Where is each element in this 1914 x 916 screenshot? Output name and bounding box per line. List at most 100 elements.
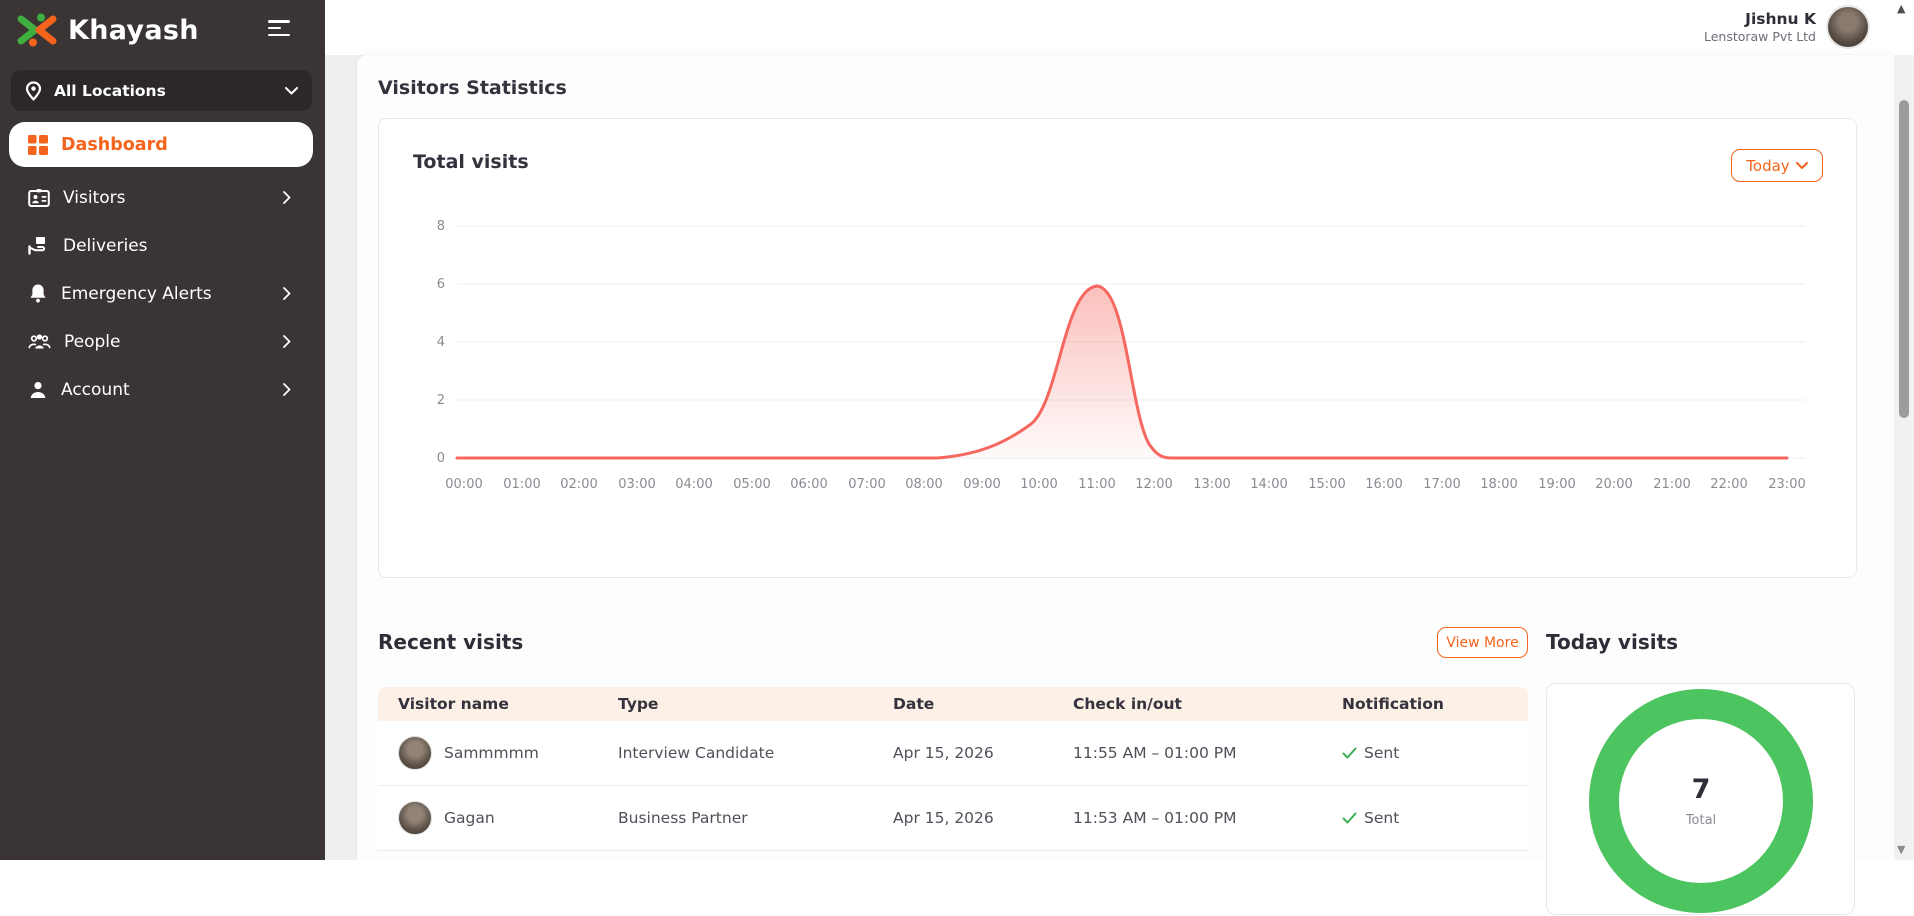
recent-visits-table: Visitor name Type Date Check in/out Noti… — [378, 687, 1528, 851]
visitor-name: Sammmmm — [444, 744, 539, 762]
svg-text:11:00: 11:00 — [1078, 477, 1115, 492]
today-visits-donut-chart: 7 Total — [1586, 686, 1816, 916]
svg-text:13:00: 13:00 — [1193, 477, 1230, 492]
column-header: Visitor name — [398, 695, 509, 713]
sidebar-item-label: Account — [61, 379, 130, 400]
chevron-down-icon — [285, 86, 298, 95]
avatar — [398, 801, 432, 835]
svg-text:07:00: 07:00 — [848, 477, 885, 492]
svg-text:8: 8 — [437, 219, 445, 234]
range-select-button[interactable]: Today — [1731, 149, 1823, 182]
scrollbar-thumb[interactable] — [1899, 100, 1909, 418]
check-in-out: 11:53 AM – 01:00 PM — [1073, 809, 1237, 827]
svg-text:00:00: 00:00 — [445, 477, 482, 492]
page-title: Visitors Statistics — [378, 77, 567, 99]
visitor-type: Interview Candidate — [618, 744, 775, 762]
range-select-label: Today — [1746, 156, 1790, 175]
svg-text:23:00: 23:00 — [1768, 477, 1805, 492]
svg-text:6: 6 — [437, 277, 445, 292]
recent-visits-title: Recent visits — [378, 630, 524, 654]
today-visits-title: Today visits — [1546, 630, 1679, 654]
chevron-right-icon — [283, 335, 291, 348]
svg-text:17:00: 17:00 — [1423, 477, 1460, 492]
svg-text:08:00: 08:00 — [905, 477, 942, 492]
table-row[interactable]: Gagan Business Partner Apr 15, 2026 11:5… — [378, 786, 1528, 851]
today-visits-total-label: Total — [1685, 813, 1717, 828]
svg-text:19:00: 19:00 — [1538, 477, 1575, 492]
location-selector-label: All Locations — [54, 81, 166, 100]
svg-text:04:00: 04:00 — [675, 477, 712, 492]
content-panel: Visitors Statistics Total visits Today 8… — [357, 55, 1894, 915]
svg-text:20:00: 20:00 — [1595, 477, 1632, 492]
svg-text:14:00: 14:00 — [1250, 477, 1287, 492]
sidebar-item-visitors[interactable]: Visitors — [0, 174, 325, 221]
visit-date: Apr 15, 2026 — [893, 809, 994, 827]
brand-logo[interactable]: Khayash — [16, 12, 199, 48]
svg-text:0: 0 — [437, 451, 445, 466]
svg-text:03:00: 03:00 — [618, 477, 655, 492]
notification-status: Sent — [1364, 744, 1400, 762]
id-badge-icon — [28, 188, 50, 208]
table-row[interactable]: Sammmmm Interview Candidate Apr 15, 2026… — [378, 721, 1528, 786]
sidebar-item-deliveries[interactable]: Deliveries — [0, 222, 325, 269]
svg-text:15:00: 15:00 — [1308, 477, 1345, 492]
table-header-row: Visitor name Type Date Check in/out Noti… — [378, 687, 1528, 721]
user-menu[interactable]: Jishnu K Lenstoraw Pvt Ltd — [1704, 5, 1870, 49]
location-selector[interactable]: All Locations — [11, 70, 312, 111]
chevron-right-icon — [283, 191, 291, 204]
sidebar-item-people[interactable]: People — [0, 318, 325, 365]
visit-date: Apr 15, 2026 — [893, 744, 994, 762]
visits-area-chart: 8 6 4 2 0 00:00 01:00 02:00 03:00 04:00 … — [437, 219, 1806, 492]
svg-text:09:00: 09:00 — [963, 477, 1000, 492]
column-header: Check in/out — [1073, 695, 1182, 713]
sidebar-item-label: Visitors — [63, 187, 126, 208]
sidebar-item-dashboard[interactable]: Dashboard — [9, 122, 313, 167]
chart-title: Total visits — [413, 151, 529, 173]
sidebar-item-label: Dashboard — [61, 134, 168, 155]
sidebar-item-account[interactable]: Account — [0, 366, 325, 413]
bell-icon — [28, 283, 48, 304]
svg-text:01:00: 01:00 — [503, 477, 540, 492]
dashboard-grid-icon — [28, 134, 48, 155]
person-icon — [28, 380, 48, 400]
visitor-type: Business Partner — [618, 809, 748, 827]
sidebar-item-label: People — [64, 331, 121, 352]
svg-text:4: 4 — [437, 335, 445, 350]
svg-text:02:00: 02:00 — [560, 477, 597, 492]
column-header: Notification — [1342, 695, 1444, 713]
svg-text:18:00: 18:00 — [1480, 477, 1517, 492]
svg-text:06:00: 06:00 — [790, 477, 827, 492]
check-icon — [1342, 812, 1357, 824]
check-in-out: 11:55 AM – 01:00 PM — [1073, 744, 1237, 762]
svg-text:12:00: 12:00 — [1135, 477, 1172, 492]
total-visits-card: Total visits Today 8 6 4 2 0 — [378, 118, 1857, 578]
sidebar: Khayash All Locations Dashboard — [0, 0, 325, 860]
sidebar-toggle-icon[interactable] — [268, 20, 292, 38]
delivery-hand-icon — [28, 236, 50, 256]
chevron-right-icon — [283, 287, 291, 300]
scroll-up-icon[interactable]: ▲ — [1897, 2, 1906, 15]
user-name: Jishnu K — [1745, 10, 1816, 28]
avatar[interactable] — [1826, 5, 1870, 49]
top-bar: Jishnu K Lenstoraw Pvt Ltd — [325, 0, 1914, 55]
check-icon — [1342, 747, 1357, 759]
svg-text:16:00: 16:00 — [1365, 477, 1402, 492]
user-organization: Lenstoraw Pvt Ltd — [1703, 29, 1816, 44]
khayash-logo-icon — [16, 12, 58, 48]
chevron-right-icon — [283, 383, 291, 396]
svg-text:2: 2 — [437, 393, 445, 408]
svg-text:22:00: 22:00 — [1710, 477, 1747, 492]
page-scrollbar[interactable]: ▲ ▼ — [1894, 0, 1914, 860]
brand-name: Khayash — [68, 14, 199, 46]
today-visits-total-value: 7 — [1691, 774, 1711, 805]
sidebar-item-label: Deliveries — [63, 235, 148, 256]
people-group-icon — [28, 332, 51, 351]
sidebar-item-emergency-alerts[interactable]: Emergency Alerts — [0, 270, 325, 317]
view-more-button[interactable]: View More — [1437, 627, 1528, 658]
chevron-down-icon — [1795, 161, 1808, 169]
svg-text:10:00: 10:00 — [1020, 477, 1057, 492]
svg-text:05:00: 05:00 — [733, 477, 770, 492]
scroll-down-icon[interactable]: ▼ — [1897, 843, 1906, 856]
column-header: Type — [618, 695, 659, 713]
today-visits-card: 7 Total — [1546, 683, 1855, 915]
